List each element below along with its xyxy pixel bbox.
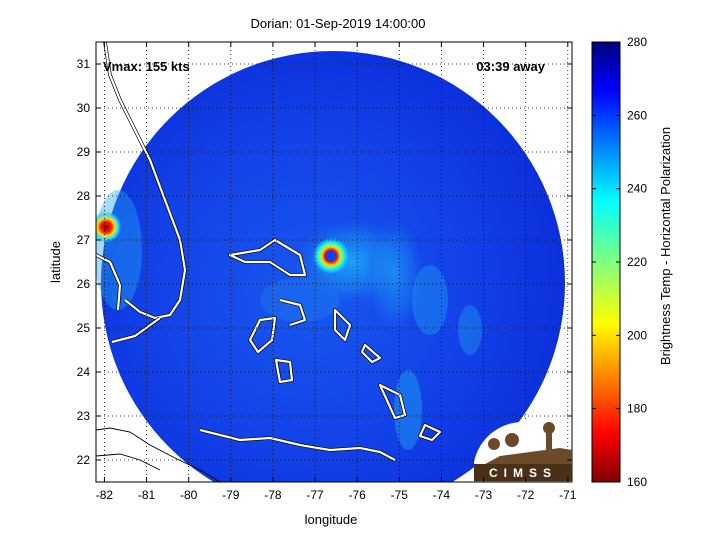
logo-dish-2 <box>505 433 519 447</box>
logo-text: CIMSS <box>489 466 557 480</box>
y-axis: 22 23 24 25 26 27 28 29 30 31 <box>77 57 572 467</box>
colorbar-tick-label: 160 <box>627 475 647 489</box>
y-tick-label: 24 <box>77 365 91 379</box>
logo-tower-top <box>543 422 555 434</box>
coastlines <box>96 42 442 482</box>
vmax-label: Vmax: 155 kts <box>103 59 190 74</box>
cimss-logo: CIMSS <box>474 421 572 482</box>
x-tick-label: -71 <box>559 488 577 502</box>
y-tick-label: 27 <box>77 233 91 247</box>
colorbar-tick-label: 260 <box>627 108 647 122</box>
y-tick-label: 22 <box>77 453 91 467</box>
x-tick-label: -77 <box>306 488 324 502</box>
x-tick-label: -76 <box>348 488 366 502</box>
y-tick-label: 30 <box>77 101 91 115</box>
colorbar-title: Brightness Temp - Horizontal Polarizatio… <box>658 127 673 365</box>
hurricane-eye <box>313 238 349 274</box>
x-tick-label: -78 <box>264 488 282 502</box>
y-tick-label: 31 <box>77 57 91 71</box>
y-tick-label: 26 <box>77 277 91 291</box>
colorbar-tick-label: 180 <box>627 402 647 416</box>
x-tick-label: -82 <box>96 488 114 502</box>
colorbar-tick-label: 280 <box>627 35 647 49</box>
colorbar-gradient <box>591 41 621 483</box>
x-tick-label: -72 <box>517 488 535 502</box>
colorbar-tick-label: 200 <box>627 328 647 342</box>
y-axis-title: latitude <box>48 241 63 283</box>
chart-title: Dorian: 01-Sep-2019 14:00:00 <box>251 16 426 31</box>
y-tick-label: 28 <box>77 189 91 203</box>
y-tick-label: 23 <box>77 409 91 423</box>
convective-spot <box>96 211 122 243</box>
x-tick-label: -80 <box>180 488 198 502</box>
x-tick-label: -74 <box>433 488 451 502</box>
x-axis-title: longitude <box>305 512 358 527</box>
colorbar-tick-label: 220 <box>627 255 647 269</box>
colorbar-ticks: 160 180 200 220 240 260 280 <box>592 35 647 489</box>
colorbar: 160 180 200 220 240 260 280 Brightness Temp - … <box>591 35 673 489</box>
time-away-label: 03:39 away <box>476 59 545 74</box>
plot-border <box>95 41 573 483</box>
x-tick-label: -79 <box>222 488 240 502</box>
x-tick-label: -73 <box>475 488 493 502</box>
y-tick-label: 29 <box>77 145 91 159</box>
rainbands <box>96 190 482 450</box>
logo-tower <box>546 430 552 454</box>
plot-area: Vmax: 155 kts 03:39 away CIMSS <box>95 41 573 483</box>
logo-dish-1 <box>488 438 500 450</box>
logo-banner <box>474 464 572 481</box>
x-tick-label: -75 <box>391 488 409 502</box>
y-tick-label: 25 <box>77 321 91 335</box>
x-axis: -82 -81 -80 -79 -78 -77 -76 -75 -74 -73 -72 -71 <box>96 42 577 502</box>
x-tick-label: -81 <box>138 488 156 502</box>
colorbar-tick-label: 240 <box>627 182 647 196</box>
